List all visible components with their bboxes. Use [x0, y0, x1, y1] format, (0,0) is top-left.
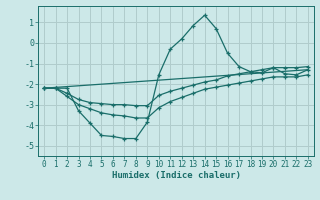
X-axis label: Humidex (Indice chaleur): Humidex (Indice chaleur)	[111, 171, 241, 180]
